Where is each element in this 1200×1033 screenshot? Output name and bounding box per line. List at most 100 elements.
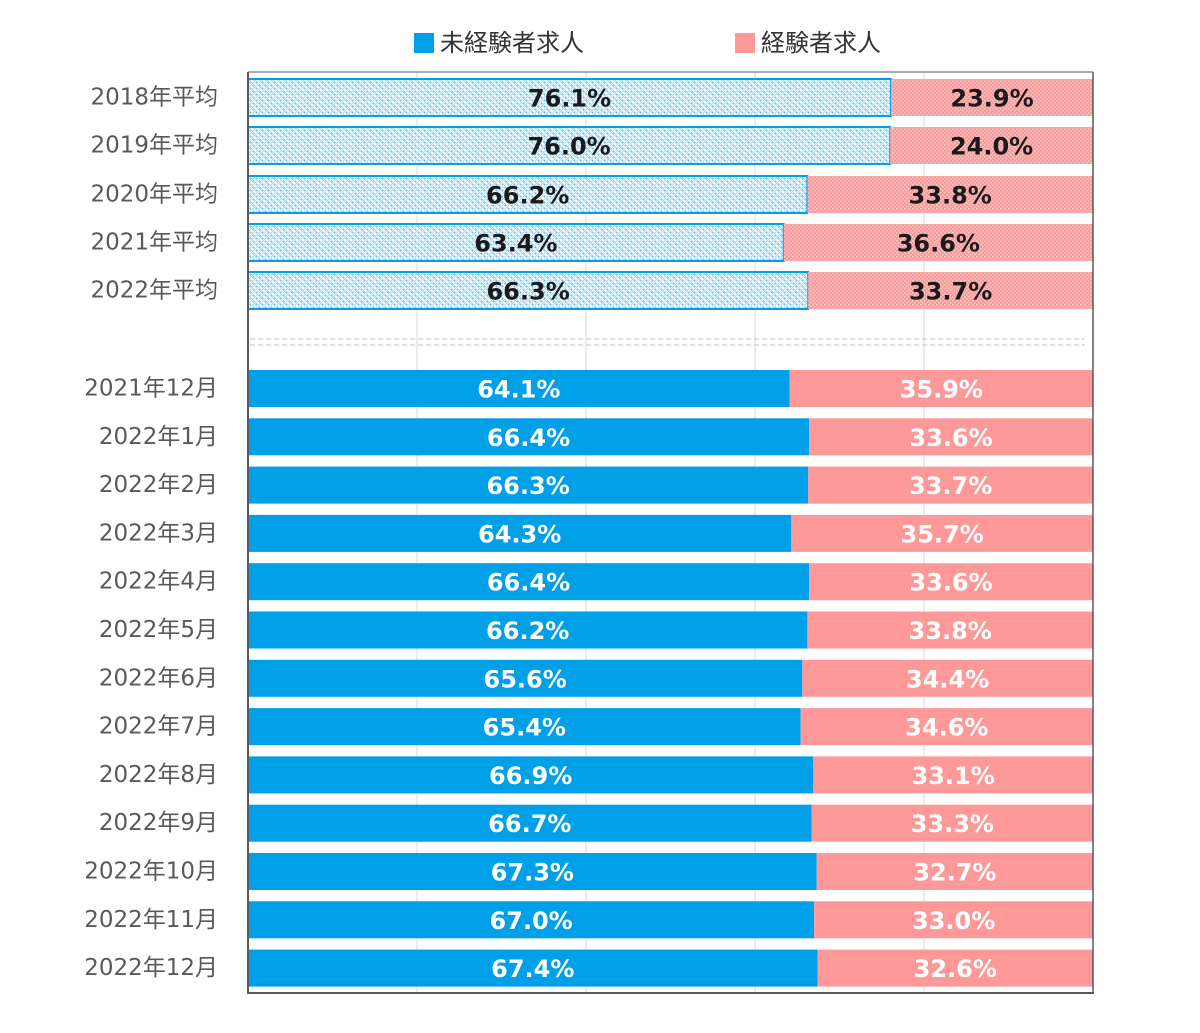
bar-inexperienced <box>248 659 803 697</box>
bar-inexperienced <box>248 949 818 987</box>
bar-inexperienced <box>248 611 808 649</box>
category-label: 2021年平均 <box>90 230 218 256</box>
category-label: 2022年1月 <box>99 424 218 450</box>
data-label-experienced: 35.9% <box>900 376 983 404</box>
bar-experienced <box>791 514 1093 552</box>
category-label: 2022年7月 <box>99 714 218 740</box>
category-label: 2020年平均 <box>90 182 218 208</box>
bar-inexperienced <box>248 853 817 890</box>
data-label-experienced: 32.6% <box>914 955 997 983</box>
legend: 未経験者求人 経験者求人 <box>0 28 1200 62</box>
category-label: 2022年6月 <box>99 665 218 691</box>
data-label-experienced: 23.9% <box>950 85 1033 113</box>
category-label: 2022年4月 <box>99 569 218 595</box>
data-label-inexperienced: 66.3% <box>486 472 569 500</box>
bar-inexperienced <box>248 514 792 552</box>
data-label-inexperienced: 65.4% <box>483 714 566 742</box>
legend-item-experienced: 経験者求人 <box>735 28 881 58</box>
bar-inexperienced <box>248 370 790 407</box>
bar-experienced <box>802 659 1093 697</box>
bar-inexperienced <box>248 708 801 746</box>
bar-inexperienced <box>248 418 810 456</box>
bar-inexperienced <box>248 804 812 842</box>
category-label: 2022年12月 <box>84 955 218 981</box>
data-label-inexperienced: 67.4% <box>491 955 574 983</box>
category-label: 2018年平均 <box>90 85 218 111</box>
category-label: 2021年12月 <box>84 376 218 402</box>
bar-experienced <box>809 563 1093 601</box>
data-label-inexperienced: 66.4% <box>487 424 570 452</box>
bar-inexperienced <box>248 901 815 939</box>
data-label-experienced: 33.0% <box>912 907 995 935</box>
data-label-experienced: 33.7% <box>909 472 992 500</box>
category-label: 2022年2月 <box>99 472 218 498</box>
data-label-inexperienced: 67.3% <box>491 859 574 887</box>
data-label-inexperienced: 66.4% <box>487 569 570 597</box>
data-label-inexperienced: 76.0% <box>527 133 610 161</box>
category-label: 2022年5月 <box>99 617 218 643</box>
data-label-experienced: 34.6% <box>905 714 988 742</box>
legend-label-experienced: 経験者求人 <box>761 29 881 57</box>
bar-inexperienced <box>248 466 809 504</box>
category-label: 2022年8月 <box>99 762 218 788</box>
category-label: 2022年3月 <box>99 520 218 546</box>
data-label-inexperienced: 66.9% <box>489 762 572 790</box>
data-label-experienced: 36.6% <box>897 230 980 258</box>
data-label-inexperienced: 66.2% <box>486 617 569 645</box>
bar-experienced <box>890 127 1093 164</box>
legend-swatch-experienced <box>735 33 755 53</box>
data-label-experienced: 24.0% <box>950 133 1033 161</box>
label-layer: 2018年平均 76.1% 23.9% 2019年平均 76.0% 24.0% 2020年平… <box>84 85 1033 984</box>
bar-layer <box>247 78 1093 987</box>
data-label-experienced: 33.6% <box>909 569 992 597</box>
data-label-inexperienced: 64.1% <box>477 376 560 404</box>
data-label-experienced: 33.8% <box>909 617 992 645</box>
data-label-inexperienced: 66.2% <box>486 182 569 210</box>
bar-experienced <box>807 176 1093 213</box>
data-label-inexperienced: 65.6% <box>484 665 567 693</box>
bar-experienced <box>789 370 1093 407</box>
data-label-experienced: 35.7% <box>901 520 984 548</box>
bar-experienced <box>783 224 1093 261</box>
data-label-experienced: 33.3% <box>911 810 994 838</box>
data-label-experienced: 33.6% <box>909 424 992 452</box>
category-label: 2022年10月 <box>84 859 218 885</box>
bar-experienced <box>811 804 1093 842</box>
category-label: 2022年9月 <box>99 810 218 836</box>
legend-label-inexperienced: 未経験者求人 <box>440 29 584 57</box>
bar-inexperienced <box>247 175 809 214</box>
bar-inexperienced <box>248 563 810 601</box>
bar-experienced <box>817 949 1093 987</box>
data-label-experienced: 33.1% <box>912 762 995 790</box>
bar-experienced <box>814 901 1093 939</box>
data-label-inexperienced: 66.7% <box>488 810 571 838</box>
data-label-inexperienced: 67.0% <box>489 907 572 935</box>
category-label: 2022年11月 <box>84 907 218 933</box>
axis-layer <box>247 71 1094 994</box>
bar-experienced <box>813 756 1093 794</box>
bar-inexperienced <box>247 223 785 262</box>
bar-experienced <box>816 853 1093 890</box>
bar-experienced <box>800 708 1093 746</box>
bar-experienced <box>808 466 1093 504</box>
bar-experienced <box>891 79 1093 116</box>
data-label-experienced: 34.4% <box>906 665 989 693</box>
category-label: 2019年平均 <box>90 133 218 159</box>
bar-experienced <box>808 272 1093 309</box>
bar-inexperienced <box>247 126 892 165</box>
bar-experienced <box>807 611 1093 649</box>
bar-inexperienced <box>248 756 814 794</box>
data-label-experienced: 33.7% <box>909 278 992 306</box>
legend-swatch-inexperienced <box>414 33 434 53</box>
data-label-inexperienced: 63.4% <box>474 230 557 258</box>
data-label-experienced: 33.8% <box>909 182 992 210</box>
bar-experienced <box>809 418 1093 456</box>
legend-item-inexperienced: 未経験者求人 <box>414 28 584 58</box>
data-label-inexperienced: 66.3% <box>486 278 569 306</box>
data-label-experienced: 32.7% <box>913 859 996 887</box>
category-label: 2022年平均 <box>90 278 218 304</box>
data-label-inexperienced: 76.1% <box>528 85 611 113</box>
data-label-inexperienced: 64.3% <box>478 520 561 548</box>
